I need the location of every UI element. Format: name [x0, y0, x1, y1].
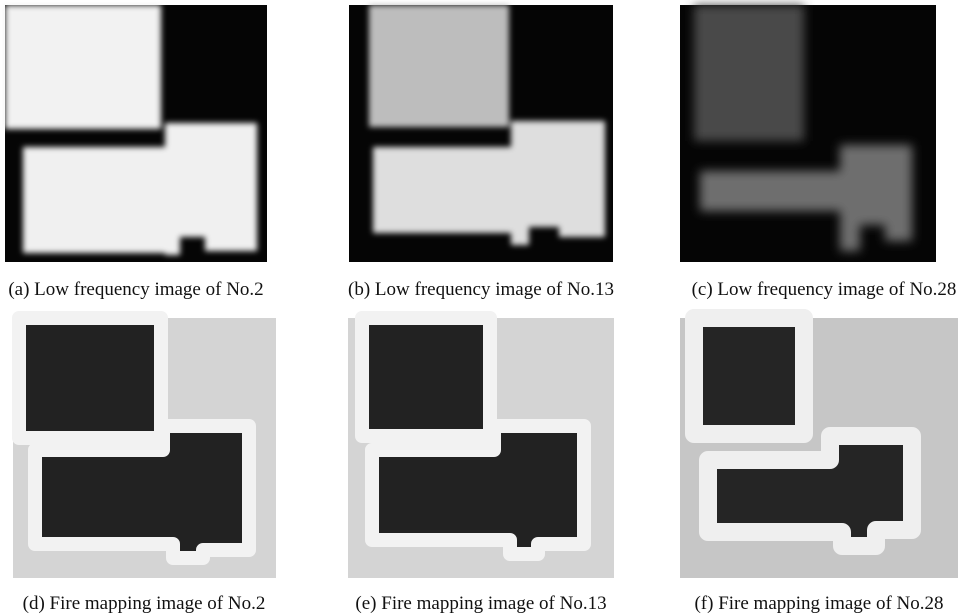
page: (a) Low frequency image of No.2 (b) Low … [0, 0, 969, 616]
figure: (a) Low frequency image of No.2 (b) Low … [0, 0, 969, 616]
panel-e-image [348, 318, 614, 578]
caption: (d) Fire mapping image of No.2 [23, 593, 266, 614]
panel-b-image [349, 5, 613, 262]
caption: (c) Low frequency image of No.28 [692, 279, 957, 300]
panel-f-image [680, 318, 958, 578]
caption: (f) Fire mapping image of No.28 [694, 593, 943, 614]
caption: (b) Low frequency image of No.13 [348, 279, 614, 300]
panel-d-image [13, 318, 276, 578]
panel-c-image [680, 5, 936, 262]
panel-a-image [5, 5, 267, 262]
caption: (e) Fire mapping image of No.13 [355, 593, 606, 614]
caption: (a) Low frequency image of No.2 [8, 279, 263, 300]
